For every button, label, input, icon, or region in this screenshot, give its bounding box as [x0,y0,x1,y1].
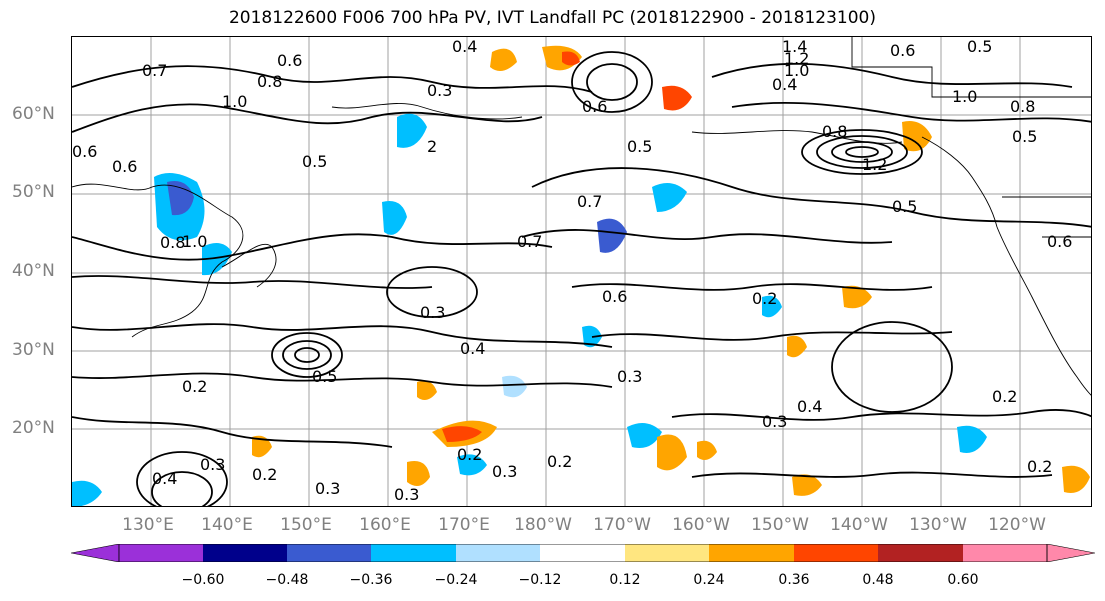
contour-label: 0.3 [200,455,226,474]
contour-label: 0.8 [822,122,848,141]
colorbar-tick: 0.12 [609,572,641,588]
contour-label: 0.2 [1027,457,1053,476]
colorbar-bin [287,544,371,562]
contour-label: 1.2 [862,155,888,174]
coastlines [72,37,1091,396]
contour-label: 0.4 [452,37,478,56]
contour-label: 0.6 [1047,232,1073,251]
contour-label: 1.0 [182,232,208,251]
lat-label-50n: 50°N [12,182,55,202]
contour-label: 0.8 [1010,97,1036,116]
contour-label: 0.3 [420,303,446,322]
lon-label-170w: 170°W [593,515,651,535]
contour-label: 0.6 [112,157,138,176]
contour-label: 1.0 [222,92,248,111]
contour-label: 0.6 [890,41,916,60]
contour-label: 0.5 [302,152,328,171]
lon-label-150w: 150°W [751,515,809,535]
lon-label-160w: 160°W [672,515,730,535]
lon-label-120w: 120°W [988,515,1046,535]
colorbar-tick: 0.60 [947,572,979,588]
contour-label: 0.3 [394,485,420,504]
contour-label: 0.8 [257,72,283,91]
lon-label-140e: 140°E [201,515,253,535]
contour-label: 0.2 [547,452,573,471]
colorbar-tick: −0.12 [518,572,562,588]
lon-label-180w: 180°W [514,515,572,535]
map-canvas [72,37,1091,506]
contour-label: 0.8 [160,233,186,252]
contour-label: 0.2 [182,377,208,396]
colorbar [71,544,1095,562]
colorbar-tick: 0.36 [778,572,810,588]
colorbar-tick: −0.24 [434,572,478,588]
colorbar-tick: −0.60 [181,572,225,588]
lon-label-150e: 150°E [280,515,332,535]
colorbar-bin [203,544,287,562]
contour-label: 0.6 [602,287,628,306]
colorbar-low-arrow [71,544,120,562]
contour-label: 1.4 [782,37,808,56]
colorbar-bin [794,544,878,562]
lon-label-130w: 130°W [909,515,967,535]
colorbar-tick: 0.24 [693,572,725,588]
colorbar-bin [709,544,794,562]
colorbar-tick: −0.48 [265,572,309,588]
contour-label: 0.4 [152,469,178,488]
contour-label: 0.7 [142,61,168,80]
colorbar-bin [963,544,1047,562]
contour-label: 1.2 [784,49,810,68]
contour-label: 0.6 [582,97,608,116]
contour-label: 0.2 [992,387,1018,406]
colorbar-tick: 0.48 [862,572,894,588]
lon-label-170e: 170°E [438,515,490,535]
colorbar-bin [878,544,963,562]
colorbar-high-arrow [1046,544,1095,562]
lat-label-60n: 60°N [12,104,55,124]
contour-label: 0.5 [967,37,993,56]
lon-label-140w: 140°W [830,515,888,535]
colorbar-bin [371,544,456,562]
map-title: 2018122600 F006 700 hPa PV, IVT Landfall… [228,8,876,28]
colorbar-bin [625,544,709,562]
colorbar-bin [456,544,540,562]
contour-label: 0.5 [1012,127,1038,146]
contour-label: 0.3 [492,462,518,481]
contour-label: 0.2 [752,289,778,308]
contour-label: 1.0 [952,87,978,106]
contour-label: 0.3 [617,367,643,386]
contour-label: 0.3 [762,412,788,431]
contour-label: 0.2 [457,445,483,464]
pv-contours [72,62,1091,478]
lat-label-40n: 40°N [12,261,55,281]
pc-fill-regions [72,45,1090,506]
contour-label: 0.5 [627,137,653,156]
colorbar-tick: −0.36 [349,572,393,588]
contour-label: 0.6 [72,142,98,161]
contour-label: 0.7 [577,192,603,211]
lat-label-30n: 30°N [12,340,55,360]
contour-label: 0.7 [517,232,543,251]
lon-label-130e: 130°E [122,515,174,535]
contour-label: 0.4 [460,339,486,358]
contour-label: 0.4 [772,75,798,94]
contour-label: 0.3 [427,81,453,100]
contour-label: 0.2 [252,465,278,484]
contour-label: 0.5 [312,367,338,386]
colorbar-bin [119,544,203,562]
lat-label-20n: 20°N [12,418,55,438]
contour-label: 0.5 [892,197,918,216]
colorbar-bin [540,544,625,562]
closed-contours [136,51,953,506]
contour-label: 0.3 [315,479,341,498]
contour-label: 2 [427,137,438,156]
gridlines [72,37,1091,506]
contour-label: 0.4 [797,397,823,416]
lon-label-160e: 160°E [359,515,411,535]
contour-label: 0.6 [277,51,303,70]
map-panel: 0.7 0.6 0.8 1.0 0.3 0.5 0.6 0.4 1.4 1.2 … [71,36,1092,507]
contour-label: 1.0 [784,61,810,80]
